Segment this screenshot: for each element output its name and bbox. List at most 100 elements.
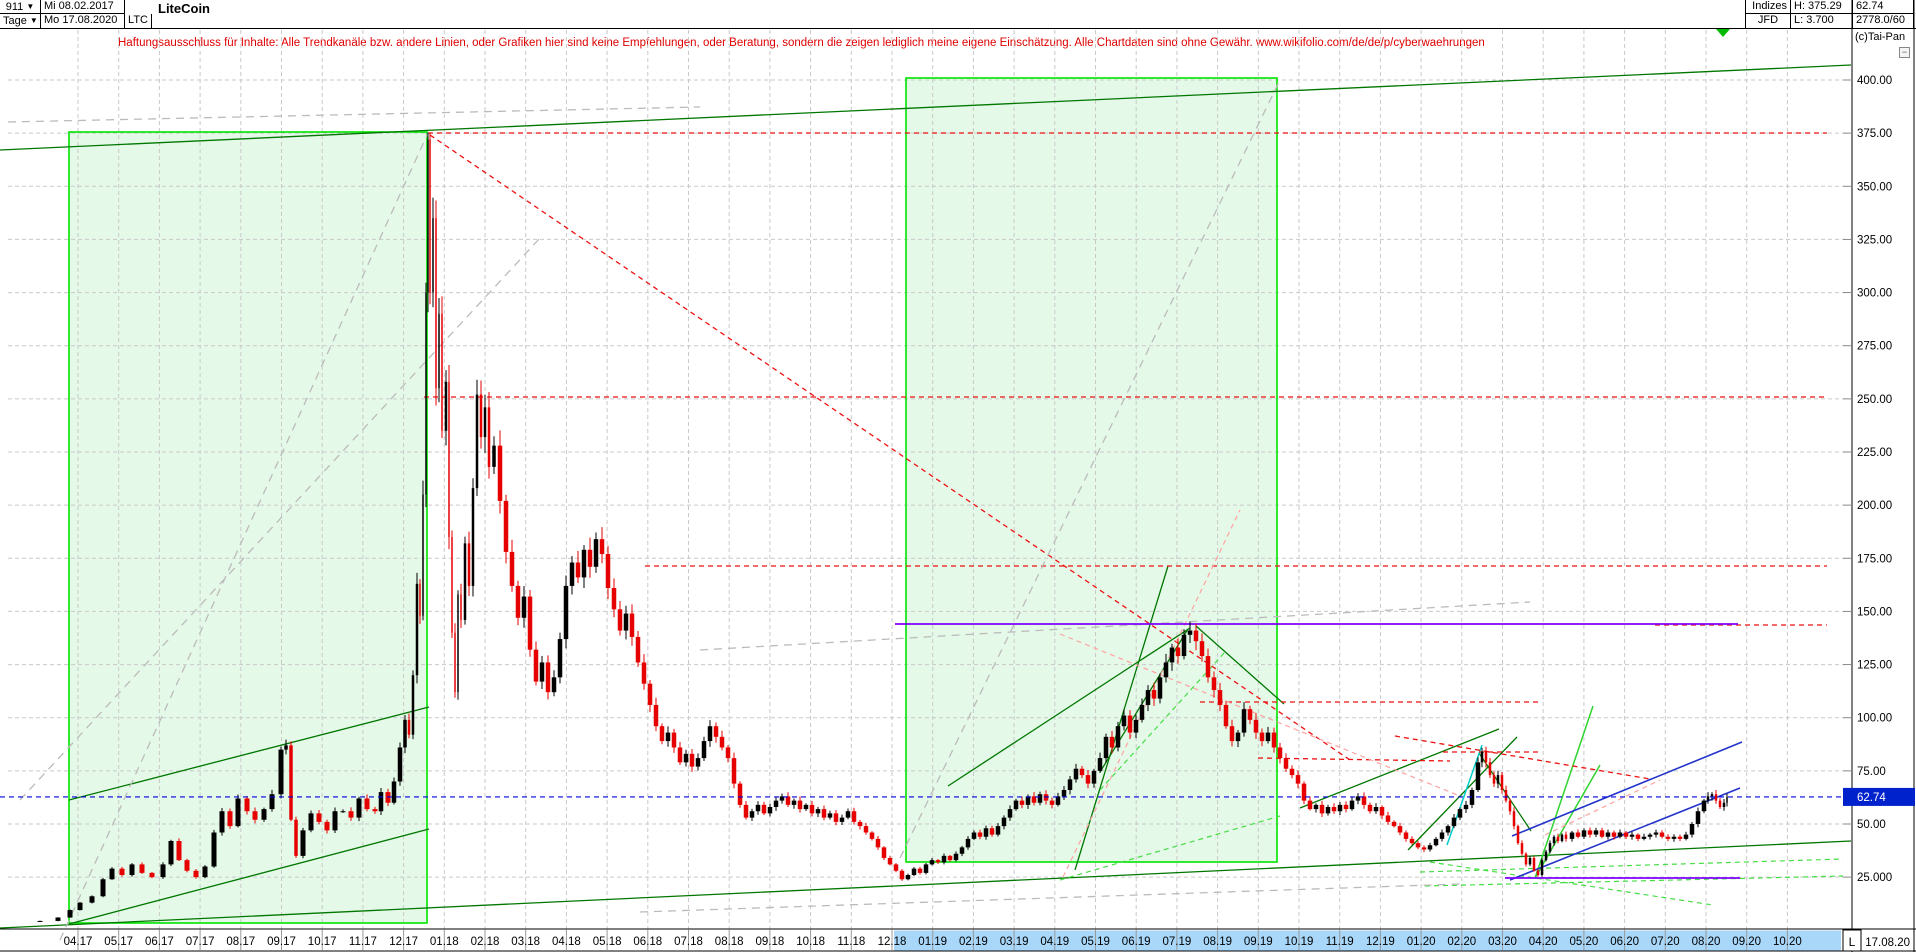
candle-body — [599, 539, 605, 555]
candle-body — [1253, 719, 1259, 733]
candle-body — [475, 394, 479, 489]
candle-body — [1439, 832, 1445, 839]
candle-body — [1109, 736, 1115, 748]
candle-body — [100, 879, 106, 897]
candle-body — [959, 847, 965, 854]
volume-label: 2778.0/60 — [1852, 14, 1914, 28]
start-date-field[interactable]: Mi 08.02.2017 — [41, 0, 125, 14]
candle-body — [1235, 732, 1241, 742]
candle-body — [1540, 860, 1544, 876]
candle-body — [929, 860, 935, 865]
candle-body — [923, 864, 929, 873]
x-axis-label: 09.20 — [1732, 936, 1761, 948]
x-axis-label: 11.19 — [1326, 936, 1354, 948]
candle-body — [1496, 775, 1500, 784]
bars-count-dropdown[interactable]: 911 ▼ — [0, 0, 41, 14]
candle-body — [289, 745, 293, 820]
candle-body — [965, 838, 971, 848]
candle-body — [372, 809, 378, 812]
y-axis-label: 325.00 — [1857, 234, 1892, 246]
candle-body — [1718, 800, 1722, 807]
candle-body — [1710, 794, 1714, 797]
candle-body — [1524, 853, 1528, 865]
y-axis-label: 150.00 — [1857, 606, 1892, 618]
collapse-icon[interactable]: − — [1899, 47, 1910, 58]
candle-body — [539, 662, 545, 682]
candle-body — [168, 841, 174, 865]
candle-body — [252, 811, 258, 820]
x-axis-label: 07.20 — [1651, 936, 1680, 948]
candle-body — [563, 585, 569, 640]
y-axis-label: 175.00 — [1857, 553, 1892, 565]
trend-line — [1099, 651, 1226, 791]
candle-body — [1421, 847, 1427, 850]
candle-body — [1013, 800, 1019, 810]
current-price-badge-label: 62.74 — [1857, 792, 1886, 804]
candle-body — [785, 796, 791, 805]
end-date-field[interactable]: Mo 17.08.2020 — [41, 14, 125, 28]
candle-body — [467, 543, 471, 586]
x-axis: 04.17 05.17 06.17 07.17 08.17 09.17 10.17 11.17… — [0, 928, 1916, 952]
candle-body — [647, 683, 653, 705]
copyright-label: (c)Tai-Pan — [1855, 31, 1906, 43]
candle-body — [845, 811, 851, 818]
candle-body — [1665, 836, 1671, 839]
candle-body — [1544, 851, 1548, 861]
symbol-field[interactable]: LTC — [125, 14, 152, 28]
candle-body — [471, 488, 475, 586]
candle-body — [300, 830, 306, 856]
x-axis-label: 04.17 — [64, 936, 93, 948]
candle-body — [509, 551, 515, 586]
candle-body — [1623, 832, 1629, 837]
x-axis-label: 01.19 — [918, 936, 947, 948]
candle-body — [1617, 832, 1623, 837]
candle-body — [1025, 796, 1031, 805]
candle-body — [403, 719, 407, 748]
x-axis-label: 12.18 — [878, 936, 907, 948]
candle-body — [683, 753, 689, 763]
candle-body — [1019, 800, 1025, 805]
candle-body — [1484, 751, 1488, 763]
candle-body — [324, 821, 330, 831]
candle-body — [797, 800, 803, 810]
candle-body — [1647, 834, 1653, 837]
candle-body — [857, 821, 863, 827]
candle-body — [1091, 770, 1097, 784]
candle-body — [779, 796, 785, 801]
y-axis-label: 350.00 — [1857, 181, 1892, 193]
candle-body — [129, 864, 135, 876]
candle-body — [623, 613, 629, 631]
candle-body — [1121, 715, 1127, 727]
trend-line — [1511, 741, 1743, 837]
x-axis-label: 08.19 — [1203, 936, 1232, 948]
candle-body — [397, 747, 403, 782]
candle-body — [791, 800, 797, 805]
candle-body — [284, 745, 288, 750]
x-axis-label: 08.18 — [715, 936, 744, 948]
candle-body — [1726, 796, 1728, 803]
period-dropdown[interactable]: Tage ▼ — [0, 14, 41, 28]
candle-body — [743, 804, 749, 818]
x-axis-label: 12.19 — [1366, 936, 1395, 948]
candle-body — [1677, 836, 1683, 839]
trend-line — [1424, 875, 1844, 887]
candle-body — [407, 719, 411, 735]
candle-body — [899, 870, 905, 880]
candle-body — [487, 407, 491, 467]
candle-body — [348, 811, 354, 818]
candle-body — [1488, 762, 1492, 776]
header-divider — [0, 28, 1916, 29]
x-axis-label: 03.19 — [1000, 936, 1029, 948]
candle-body — [1199, 641, 1205, 657]
candle-body — [425, 292, 427, 495]
candle-body — [1097, 758, 1103, 771]
candle-body — [581, 549, 587, 578]
candle-body — [665, 732, 671, 742]
session-high-label: H: 375.29 — [1790, 0, 1852, 14]
candle-body — [1683, 834, 1689, 839]
source-label: Indizes — [1745, 0, 1790, 14]
x-axis-label: 02.19 — [959, 936, 988, 948]
candle-body — [1223, 704, 1229, 727]
candle-body — [1564, 834, 1568, 839]
